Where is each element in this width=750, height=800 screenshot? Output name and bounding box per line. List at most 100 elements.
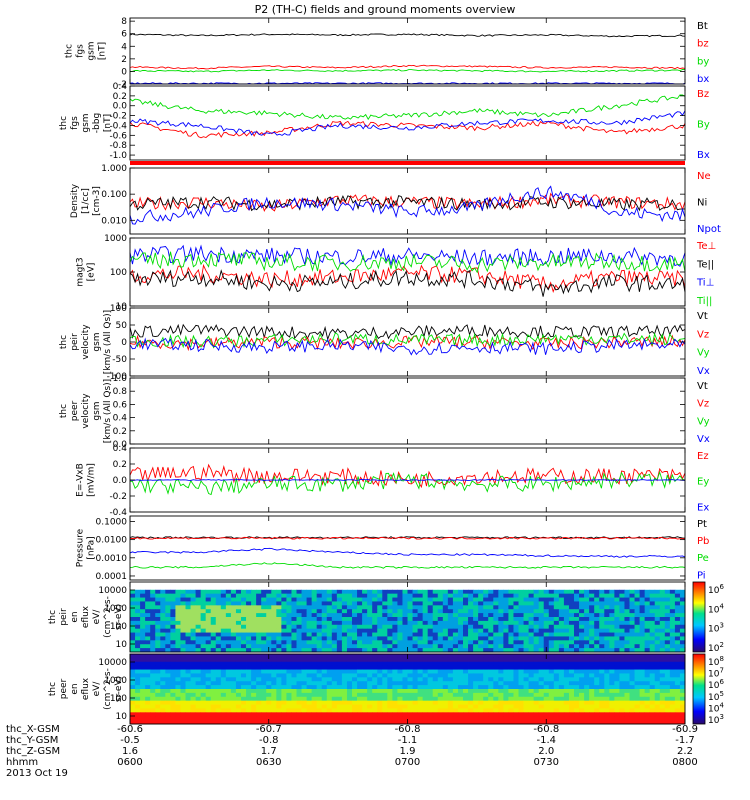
spectrogram-cell (150, 669, 156, 674)
spectrogram-cell (442, 665, 449, 670)
spectrogram-cell (463, 712, 469, 717)
spectrogram-cell (432, 582, 439, 587)
spectrogram-cell (669, 589, 676, 595)
spectrogram-cell (457, 582, 464, 587)
spectrogram-cell (185, 657, 191, 663)
spectrogram-cell (624, 613, 630, 618)
spectrogram-cell (341, 700, 348, 705)
spectrogram-cell (165, 657, 171, 663)
spectrogram-cell (659, 624, 666, 630)
spectrogram-cell (427, 673, 434, 678)
spectrogram-cell (579, 689, 585, 694)
spectrogram-cell (483, 708, 489, 713)
spectrogram-cell (498, 632, 504, 637)
spectrogram-cell (508, 665, 514, 670)
spectrogram-cell (599, 704, 605, 709)
spectrogram-cell (346, 589, 353, 595)
spectrogram-cell (644, 636, 651, 641)
spectrogram-cell (155, 669, 161, 674)
spectrogram-cell (372, 720, 378, 725)
spectrogram-cell (493, 613, 499, 618)
spectrogram-cell (392, 700, 398, 705)
spectrogram-cell (422, 696, 429, 702)
spectrogram-cell (644, 673, 651, 678)
spectrogram-cell (594, 589, 600, 595)
spectrogram-cell (493, 665, 499, 670)
spectrogram-cell (130, 582, 136, 587)
spectrogram-cell (468, 661, 474, 667)
spectrogram-cell (261, 648, 267, 653)
spectrogram-cell (175, 640, 181, 645)
legend-ex: Ex (697, 502, 709, 513)
spectrogram-cell (654, 632, 661, 637)
spectrogram-cell (367, 673, 373, 678)
spectrogram-cell (210, 628, 217, 633)
spectrogram-cell (180, 665, 186, 670)
spectrogram-cell (488, 669, 494, 674)
spectrogram-cell (316, 597, 323, 602)
spectrogram-cell (251, 689, 257, 694)
spectrogram-cell (624, 689, 630, 694)
legend-pt: Pt (697, 519, 707, 530)
spectrogram-cell (584, 617, 590, 622)
spectrogram-cell (563, 700, 570, 705)
spectrogram-cell (150, 661, 156, 667)
spectrogram-cell (316, 582, 323, 587)
spectrogram-cell (301, 620, 307, 626)
spectrogram-cell (518, 620, 524, 626)
spectrogram-cell (468, 720, 474, 725)
spectrogram-cell (463, 601, 469, 606)
spectrogram-cell (155, 654, 161, 659)
spectrogram-cell (220, 654, 227, 659)
spectrogram-cell (246, 585, 252, 591)
spectrogram-cell (674, 636, 681, 641)
spectrogram-cell (210, 665, 217, 670)
spectrogram-cell (619, 620, 625, 626)
spectrogram-cell (442, 681, 449, 686)
spectrogram-cell (326, 628, 333, 633)
legend-pi: Pi (697, 570, 706, 581)
spectrogram-cell (316, 704, 323, 709)
spectrogram-cell (266, 613, 272, 618)
spectrogram-cell (195, 582, 202, 587)
spectrogram-cell (442, 601, 449, 606)
spectrogram-cell (538, 609, 545, 614)
spectrogram-cell (634, 700, 640, 705)
spectrogram-cell (584, 628, 590, 633)
spectrogram-cell (553, 681, 560, 686)
spectrogram-cell (589, 712, 595, 717)
spectrogram-cell (679, 716, 686, 721)
spectrogram-cell (392, 673, 398, 678)
spectrogram-cell (271, 601, 277, 606)
spectrogram-cell (649, 669, 656, 674)
spectrogram-cell (377, 677, 383, 682)
spectrogram-cell (599, 589, 605, 595)
spectrogram-cell (427, 716, 434, 721)
spectrogram-cell (558, 696, 565, 702)
spectrogram-cell (422, 624, 429, 630)
spectrogram-cell (331, 673, 338, 678)
spectrogram-cell (357, 609, 363, 614)
spectrogram-cell (649, 692, 656, 698)
spectrogram-cell (679, 582, 686, 587)
spectrogram-cell (589, 609, 595, 614)
spectrogram-cell (316, 640, 323, 645)
spectrogram-cell (594, 620, 600, 626)
spectrogram-cell (528, 640, 535, 645)
spectrogram-cell (407, 628, 413, 633)
spectrogram-cell (205, 624, 212, 630)
spectrogram-cell (341, 605, 348, 610)
spectrogram-cell (367, 648, 373, 653)
spectrogram-cell (528, 609, 535, 614)
y-tick-label: 100 (110, 622, 127, 632)
spectrogram-cell (195, 597, 202, 602)
spectrogram-cell (276, 617, 282, 622)
spectrogram-cell (230, 661, 237, 667)
spectrogram-cell (498, 640, 504, 645)
spectrogram-cell (584, 636, 590, 641)
spectrogram-cell (478, 665, 484, 670)
spectrogram-cell (220, 582, 227, 587)
spectrogram-cell (261, 685, 267, 690)
spectrogram-cell (326, 582, 333, 587)
